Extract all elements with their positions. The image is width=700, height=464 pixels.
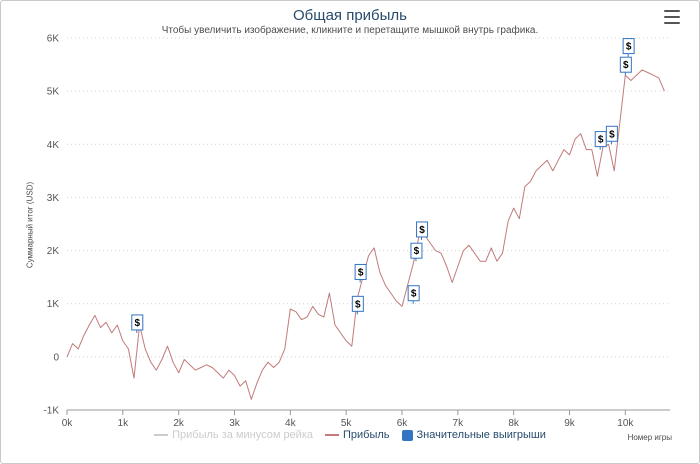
- y-tick-label: 5K: [47, 87, 60, 98]
- y-tick-label: 0: [53, 352, 59, 363]
- legend-item-big-wins[interactable]: Значительные выигрыши: [401, 429, 546, 441]
- y-tick-label: 3K: [47, 193, 60, 204]
- legend-line-net-profit: [154, 434, 169, 436]
- x-tick-label: 7k: [453, 418, 465, 429]
- flag-marker[interactable]: $: [354, 263, 367, 283]
- y-tick-label: -1K: [43, 406, 59, 417]
- flag-symbol: $: [358, 267, 364, 278]
- legend-item-profit[interactable]: Прибыль: [325, 429, 390, 441]
- flag-marker[interactable]: $: [416, 221, 429, 240]
- flag-symbol: $: [411, 289, 417, 300]
- flag-symbol: $: [598, 135, 604, 146]
- x-tick-label: 8k: [508, 418, 520, 429]
- series-line-profit: [66, 69, 665, 400]
- flag-symbol: $: [419, 225, 425, 236]
- legend-item-net-profit[interactable]: Прибыль за минусом рейка: [154, 429, 313, 441]
- x-axis-label: Номер игры: [627, 433, 672, 442]
- flag-symbol: $: [609, 129, 615, 140]
- flag-marker[interactable]: $: [410, 242, 423, 262]
- flag-marker[interactable]: $: [351, 295, 364, 315]
- legend: Прибыль за минусом рейка Прибыль Значите…: [0, 429, 700, 441]
- legend-label-profit: Прибыль: [343, 429, 390, 441]
- flag-symbol: $: [414, 246, 420, 257]
- y-tick-label: 4K: [47, 140, 60, 151]
- x-tick-label: 6k: [397, 418, 409, 429]
- x-tick-label: 2k: [173, 418, 185, 429]
- x-tick-label: 3k: [229, 418, 241, 429]
- flag-marker[interactable]: $: [131, 314, 144, 333]
- x-tick-label: 9k: [564, 418, 576, 429]
- flag-symbol: $: [626, 42, 632, 53]
- hamburger-menu-icon[interactable]: [664, 10, 680, 24]
- x-tick-label: 4k: [285, 418, 297, 429]
- flag-symbol: $: [355, 299, 361, 310]
- legend-label-big-wins: Значительные выигрыши: [416, 429, 546, 441]
- y-tick-label: 1K: [47, 299, 60, 310]
- flag-marker[interactable]: $: [407, 285, 420, 304]
- flag-marker[interactable]: $: [622, 38, 635, 57]
- y-tick-label: 6K: [47, 34, 60, 45]
- legend-label-net-profit: Прибыль за минусом рейка: [172, 429, 313, 441]
- legend-box-big-wins: [401, 429, 413, 441]
- x-tick-label: 1k: [118, 418, 130, 429]
- flag-marker[interactable]: $: [619, 56, 632, 76]
- flag-marker[interactable]: $: [605, 125, 618, 145]
- y-tick-label: 2K: [47, 246, 60, 257]
- chart-title: Общая прибыль: [292, 7, 408, 24]
- flag-marker[interactable]: $: [594, 131, 607, 150]
- legend-line-profit: [325, 434, 339, 436]
- chart-subtitle: Чтобы увеличить изображение, кликните и …: [161, 25, 539, 36]
- flag-symbol: $: [135, 318, 141, 329]
- x-tick-label: 10k: [617, 418, 634, 429]
- x-tick-label: 5k: [341, 418, 353, 429]
- flag-box: [605, 125, 618, 142]
- x-tick-label: 0k: [62, 418, 74, 429]
- flag-symbol: $: [623, 60, 629, 71]
